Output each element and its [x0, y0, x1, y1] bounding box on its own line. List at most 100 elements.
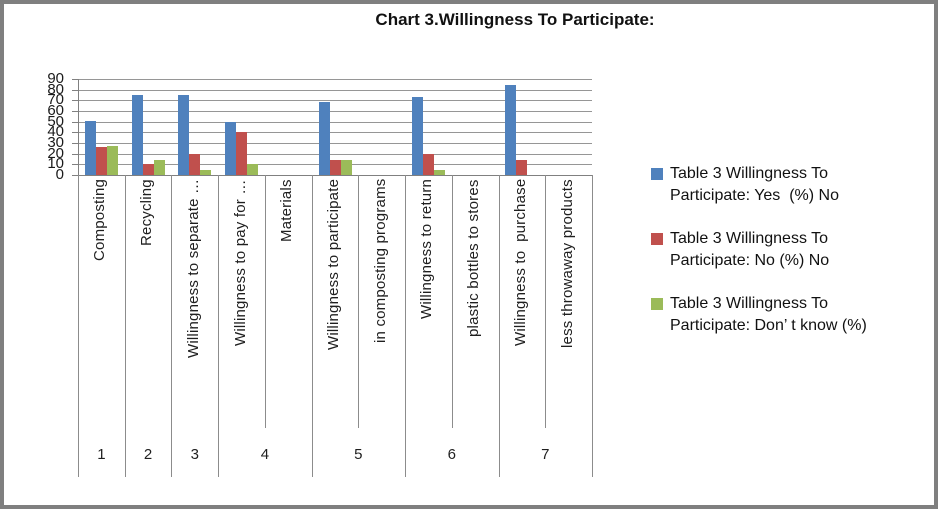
legend-item-3: Table 3 Willingness To Participate: Don’ …	[651, 293, 923, 337]
group-divider	[218, 419, 220, 477]
bar-series3-group3	[200, 169, 212, 175]
y-axis-tick-label: 80	[47, 80, 64, 98]
category-column-divider	[171, 175, 173, 419]
group-divider	[498, 419, 500, 477]
y-axis-tick-mark	[72, 79, 78, 80]
group-number: 6	[447, 445, 456, 463]
gridline	[78, 79, 592, 80]
legend-label-line: Participate: Don’ t know (%)	[670, 317, 867, 334]
y-axis-tick-mark	[72, 164, 78, 166]
x-axis-line	[72, 175, 592, 176]
group-divider	[124, 419, 126, 477]
bar-series1-group6	[411, 97, 423, 175]
category-column-divider	[545, 175, 547, 419]
category-column-divider	[592, 175, 593, 419]
gridline	[78, 143, 592, 144]
legend-label-line: Table 3 Willingness To	[670, 295, 829, 312]
category-label: Recycling	[138, 179, 156, 246]
legend-label-line: Table 3 Willingness To	[670, 165, 829, 182]
bar-series2-group3	[189, 153, 201, 175]
category-column-divider	[498, 175, 500, 419]
y-axis-tick-label: 70	[47, 91, 64, 109]
y-axis-tick-label: 0	[55, 166, 64, 183]
group-number: 7	[541, 445, 550, 463]
legend-swatch-icon	[651, 168, 663, 180]
y-axis-tick-mark	[72, 132, 78, 134]
y-axis-tick-mark	[72, 111, 78, 112]
y-axis-tick-mark	[72, 89, 78, 91]
group-divider	[311, 419, 313, 477]
category-column-divider	[218, 175, 220, 419]
group-mid-tick	[264, 419, 266, 428]
legend-swatch-icon	[651, 233, 663, 245]
group-number: 2	[143, 445, 153, 463]
bar-series1-group7	[505, 85, 517, 175]
legend-label-line: Participate: No (%) No	[670, 252, 830, 269]
y-axis-tick-mark	[72, 153, 78, 155]
group-mid-tick	[358, 419, 360, 428]
category-column-divider	[451, 175, 453, 419]
y-axis-tick-label: 20	[47, 144, 64, 162]
group-number: 3	[190, 445, 199, 463]
y-axis-tick-label: 60	[47, 102, 64, 119]
legend-item-1: Table 3 Willingness To Participate: Yes (…	[651, 163, 923, 207]
bar-series2-group6	[422, 153, 434, 175]
gridline	[78, 89, 592, 91]
category-column-divider	[405, 175, 407, 419]
group-mid-tick	[545, 419, 547, 428]
gridline	[78, 132, 592, 134]
bar-series3-group6	[433, 169, 445, 175]
legend-swatch-icon	[651, 298, 663, 310]
bar-series2-group2	[142, 164, 154, 175]
category-column-divider	[78, 175, 79, 419]
legend-label-line: Participate: Yes (%) No	[670, 187, 839, 204]
category-label: less throwaway products	[558, 179, 576, 348]
y-axis-line	[78, 79, 79, 175]
group-divider	[592, 419, 593, 477]
bar-series2-group1	[95, 147, 107, 175]
category-column-divider	[311, 175, 313, 419]
gridline	[78, 100, 592, 102]
bar-series1-group1	[84, 120, 96, 175]
y-axis-tick-label: 10	[47, 155, 64, 173]
group-number: 5	[354, 445, 363, 463]
category-label: Willingness to separate …	[184, 179, 202, 359]
y-axis-tick-label: 30	[47, 134, 64, 151]
legend-label: Table 3 Willingness To Participate: No (%…	[670, 228, 829, 272]
gridline	[78, 111, 592, 112]
bar-series2-group4	[236, 132, 248, 175]
group-mid-tick	[451, 419, 453, 428]
chart-title: Chart 3.Willingness To Participate:	[375, 10, 655, 29]
y-axis-tick-label: 90	[47, 70, 64, 87]
y-axis-tick-mark	[72, 143, 78, 144]
bar-series2-group7	[516, 160, 528, 175]
category-label: Willingness to pay for …	[231, 179, 249, 346]
group-divider	[78, 419, 79, 477]
y-axis-tick-label: 50	[47, 112, 64, 130]
bar-series1-group2	[131, 95, 143, 175]
y-axis-tick-mark	[72, 100, 78, 102]
y-axis-tick-mark	[72, 121, 78, 123]
category-label: Materials	[278, 179, 296, 242]
legend-item-2: Table 3 Willingness To Participate: No (%…	[651, 228, 923, 272]
category-label: plastic bottles to stores	[465, 179, 483, 337]
legend-label-line: Table 3 Willingness To	[670, 230, 829, 247]
category-label: in composting programs	[371, 179, 389, 344]
group-divider	[171, 419, 173, 477]
bar-series3-group2	[153, 160, 165, 175]
bar-series1-group5	[318, 102, 330, 175]
bar-series2-group5	[329, 160, 341, 175]
category-label: Willingness to purchase	[511, 179, 529, 347]
legend: Table 3 Willingness To Participate: Yes (…	[651, 163, 923, 358]
bar-series3-group5	[340, 160, 352, 175]
bar-series3-group4	[247, 164, 259, 175]
group-divider	[405, 419, 407, 477]
category-label: Willingness to return	[418, 179, 436, 320]
gridline	[78, 121, 592, 123]
gridline	[78, 153, 592, 155]
category-column-divider	[124, 175, 126, 419]
group-number: 1	[97, 445, 106, 463]
y-axis-tick-label: 40	[47, 123, 64, 141]
category-column-divider	[264, 175, 266, 419]
category-column-divider	[358, 175, 360, 419]
